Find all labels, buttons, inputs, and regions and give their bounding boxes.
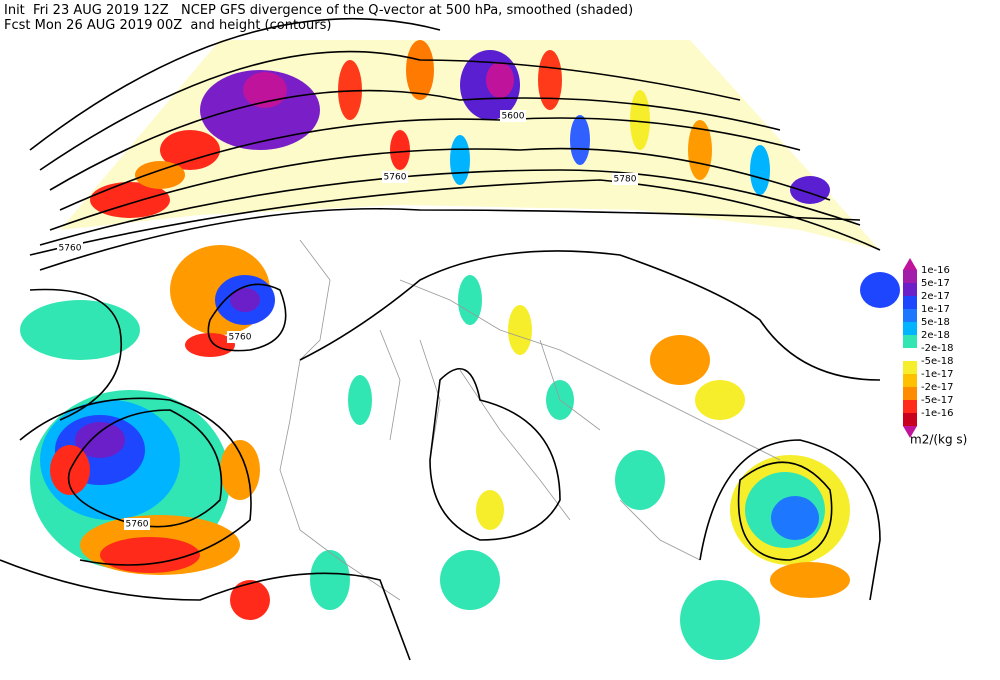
colorbar-label: 5e-18 <box>921 317 950 328</box>
colorbar-label: 1e-16 <box>921 265 950 276</box>
colorbar-unit: m2/(kg s) <box>910 433 967 447</box>
colorbar-label: -2e-17 <box>921 382 953 393</box>
colorbar-label: -5e-18 <box>921 356 953 367</box>
contours <box>0 17 881 661</box>
header-line: Fcst Mon 26 AUG 2019 00Z and height (con… <box>4 18 331 33</box>
colorbar-label: 1e-17 <box>921 304 950 315</box>
contour-label: 5760 <box>126 520 149 530</box>
colorbar-label: -1e-17 <box>921 369 953 380</box>
colorbar-label: 5e-17 <box>921 278 950 289</box>
contour-label: 5760 <box>384 173 407 183</box>
contour-label: 5780 <box>614 175 637 185</box>
contour-labels: 5600 5760 5780 5760 5760 5760 <box>57 110 638 530</box>
header-line: Init Fri 23 AUG 2019 12Z NCEP GFS diverg… <box>4 3 633 18</box>
colorbar-label: 2e-18 <box>921 330 950 341</box>
colorbar: 1e-16 5e-17 2e-17 1e-17 5e-18 2e-18 -2e-18 -5e-… <box>903 258 967 447</box>
colorbar-label: -2e-18 <box>921 343 953 354</box>
borders <box>279 239 781 601</box>
colorbar-label: -1e-16 <box>921 408 953 419</box>
colorbar-label: -5e-17 <box>921 395 953 406</box>
contour-label: 5600 <box>502 112 525 122</box>
colorbar-label: 2e-17 <box>921 291 950 302</box>
contour-label: 5760 <box>59 244 82 254</box>
contour-label: 5760 <box>229 333 252 343</box>
